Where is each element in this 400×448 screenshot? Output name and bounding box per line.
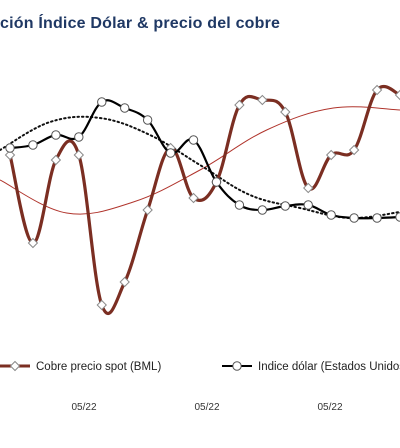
copper-point-14 bbox=[325, 149, 337, 161]
copper-point-10 bbox=[234, 99, 245, 111]
copper-point-3 bbox=[73, 149, 85, 161]
copper-line bbox=[8, 84, 400, 315]
dollar-point-11 bbox=[257, 205, 268, 215]
copper-point-12 bbox=[280, 106, 291, 118]
copper-point-17 bbox=[394, 89, 400, 101]
chart-title: ción Índice Dólar & precio del cobre bbox=[0, 15, 281, 32]
dollar-point-6 bbox=[142, 115, 153, 125]
copper-point-2 bbox=[50, 154, 62, 166]
dollar-point-14 bbox=[326, 210, 336, 220]
dollar-point-15 bbox=[349, 213, 359, 223]
dollar-point-5 bbox=[120, 103, 130, 113]
legend-dollar-label: Indice dólar (Estados Unidos) bbox=[258, 361, 400, 373]
copper-point-4 bbox=[96, 299, 107, 311]
dollar-point-1 bbox=[28, 140, 38, 150]
dollar-point-16 bbox=[372, 213, 382, 223]
dollar-point-2 bbox=[51, 130, 61, 140]
dollar-point-13 bbox=[303, 200, 313, 210]
dollar-point-12 bbox=[280, 201, 290, 211]
x-tick-label-1: 05/22 bbox=[194, 402, 219, 413]
dollar-point-3 bbox=[74, 132, 84, 142]
copper-point-11 bbox=[257, 94, 268, 106]
dollar-point-17 bbox=[395, 212, 400, 222]
copper-point-1 bbox=[27, 237, 39, 249]
copper-point-13 bbox=[303, 182, 314, 194]
trend-line-dotted bbox=[0, 115, 400, 220]
copper-point-6 bbox=[142, 204, 153, 216]
copper-point-8 bbox=[188, 192, 199, 204]
copper-point-5 bbox=[119, 276, 130, 288]
legend-copper-marker bbox=[9, 360, 21, 372]
dollar-point-4 bbox=[97, 97, 107, 107]
copper-point-0 bbox=[4, 149, 16, 161]
dollar-point-0 bbox=[5, 143, 15, 153]
copper-point-15 bbox=[348, 144, 360, 156]
dollar-point-8 bbox=[188, 135, 199, 145]
dollar-point-10 bbox=[234, 200, 245, 210]
copper-point-16 bbox=[371, 84, 383, 96]
legend-dollar-marker bbox=[232, 361, 242, 371]
trend-line-red bbox=[0, 106, 400, 215]
legend-copper-label: Cobre precio spot (BML) bbox=[36, 361, 161, 373]
dollar-point-9 bbox=[211, 177, 222, 187]
dollar-point-7 bbox=[165, 148, 176, 158]
x-tick-label-0: 05/22 bbox=[71, 402, 96, 413]
x-tick-label-2: 05/22 bbox=[317, 402, 342, 413]
